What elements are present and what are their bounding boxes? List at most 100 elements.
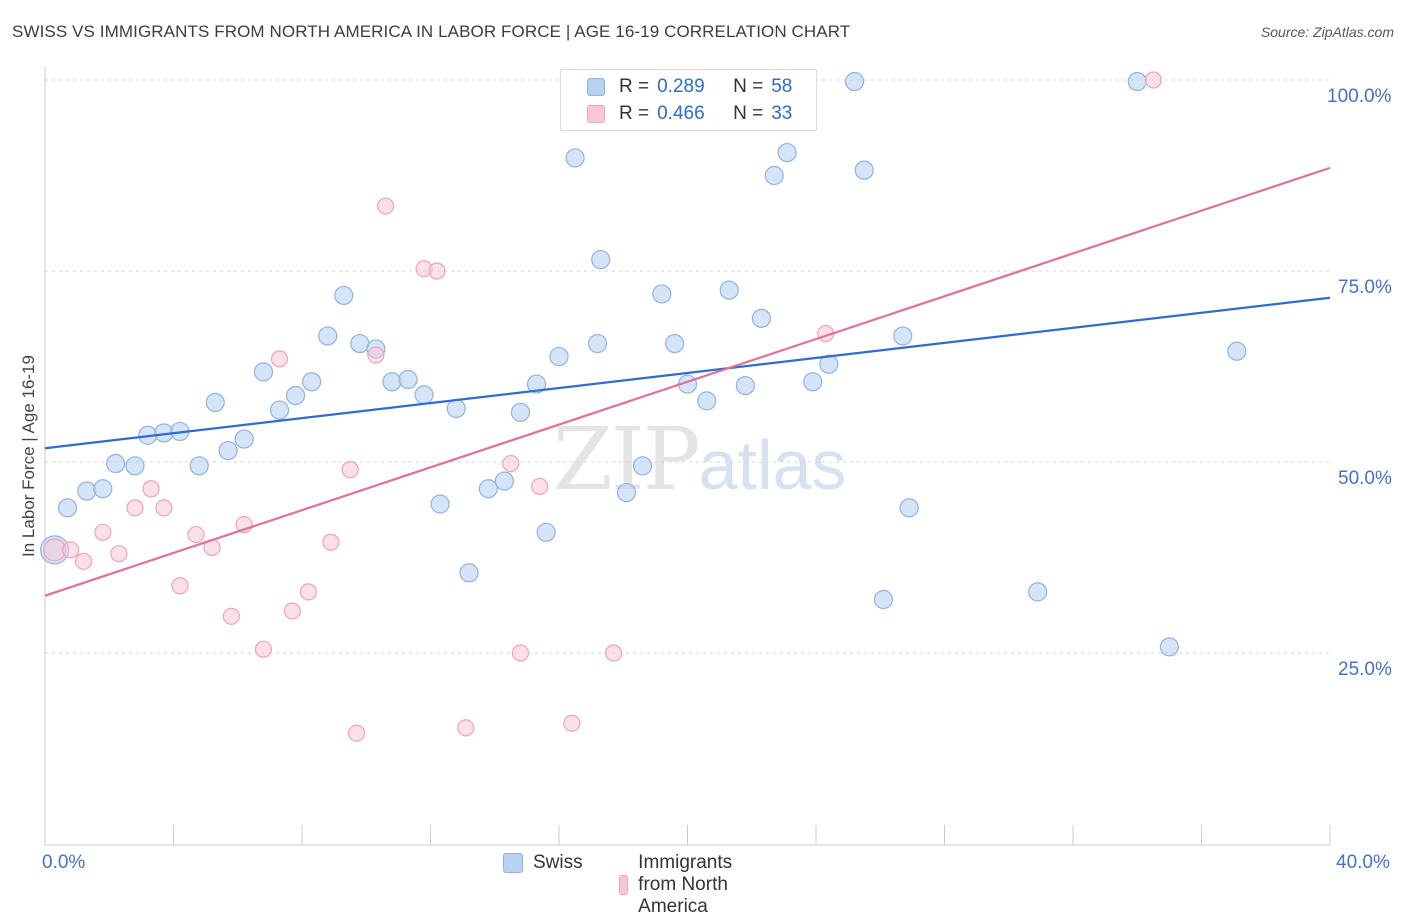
swiss-point: [302, 372, 322, 392]
immigrants-point: [563, 714, 581, 732]
swiss-point: [873, 589, 894, 610]
swiss-point: [106, 453, 126, 474]
immigrants-point: [428, 262, 446, 280]
swiss-point: [587, 333, 608, 354]
swiss-point: [446, 398, 466, 419]
legend-row-immigrants: R = 0.466 N = 33: [587, 102, 792, 126]
swiss-point: [1028, 582, 1048, 602]
immigrants-point: [270, 350, 289, 368]
swiss-point: [735, 376, 755, 396]
swiss-swatch: [587, 78, 605, 96]
immigrants-r-label: R =: [619, 103, 650, 124]
swiss-point: [751, 308, 771, 328]
swiss-point: [536, 522, 556, 542]
immigrants-point: [376, 197, 395, 215]
immigrants-point: [94, 523, 112, 541]
swiss-point: [1127, 71, 1147, 92]
swiss-point: [697, 391, 717, 411]
swiss-point: [234, 429, 254, 449]
immigrants-point: [254, 640, 273, 658]
legend-swiss-swatch: [503, 853, 523, 873]
immigrants-point: [605, 644, 623, 662]
swiss-point: [854, 160, 874, 180]
immigrants-point: [283, 602, 301, 620]
immigrants-point: [126, 499, 144, 517]
swiss-point: [334, 285, 354, 306]
swiss-point: [57, 498, 78, 518]
swiss-r-value: 0.289: [657, 76, 705, 97]
swiss-point: [269, 400, 290, 420]
immigrants-point: [511, 644, 530, 662]
swiss-point: [719, 280, 739, 300]
y-tick-label-25: 25.0%: [1338, 659, 1392, 680]
swiss-point: [93, 479, 113, 499]
immigrants-point: [531, 477, 549, 496]
swiss-point: [459, 563, 479, 583]
y-tick-label-75: 75.0%: [1338, 277, 1392, 298]
y-axis-title: In Labor Force | Age 16-19: [19, 355, 38, 557]
watermark-atlas: atlas: [698, 426, 847, 504]
swiss-point: [632, 456, 653, 476]
swiss-point: [819, 354, 839, 374]
swiss-point: [652, 284, 672, 304]
swiss-point: [893, 326, 913, 346]
swiss-point: [77, 481, 97, 501]
y-tick-label-50: 50.0%: [1338, 468, 1392, 489]
source-credit: Source: ZipAtlas.com: [1260, 24, 1394, 40]
swiss-n-label: N =: [733, 76, 764, 97]
immigrants-trend-line: [44, 166, 1331, 597]
axes: [44, 67, 1331, 846]
swiss-trend-line: [44, 296, 1331, 450]
scatter-plot: [40, 67, 1331, 846]
swiss-n-value: 58: [771, 76, 793, 97]
legend-item-immigrants[interactable]: Immigrants from North America: [619, 852, 743, 918]
immigrants-point: [171, 577, 189, 595]
swiss-point: [414, 385, 434, 405]
swiss-point: [565, 148, 585, 168]
immigrants-swatch: [587, 105, 605, 123]
legend-immigrants-swatch: [619, 875, 629, 895]
immigrants-point: [457, 719, 475, 737]
y-tick-label-100: 100.0%: [1327, 86, 1392, 107]
legend-item-swiss[interactable]: Swiss: [503, 852, 583, 874]
swiss-point: [218, 440, 238, 461]
immigrants-point: [367, 346, 385, 364]
swiss-point: [526, 374, 547, 394]
swiss-point: [478, 479, 498, 499]
immigrants-point: [222, 607, 240, 625]
immigrants-point: [142, 480, 160, 498]
immigrants-point: [110, 545, 128, 563]
swiss-point: [382, 372, 402, 392]
legend-row-swiss: R = 0.289 N = 58: [587, 75, 792, 99]
immigrants-point: [155, 499, 173, 517]
immigrants-point: [299, 583, 318, 601]
swiss-point: [318, 326, 338, 346]
swiss-point: [253, 362, 274, 382]
swiss-point: [549, 346, 569, 367]
immigrants-point: [74, 552, 93, 570]
swiss-points: [40, 71, 1247, 657]
x-tick-label-max: 40.0%: [1336, 852, 1390, 873]
immigrants-point: [62, 541, 80, 559]
immigrants-point: [1144, 71, 1162, 89]
correlation-legend: R = 0.289 N = 58 R = 0.466 N = 33: [560, 69, 817, 131]
immigrants-point: [187, 525, 205, 544]
immigrants-n-label: N =: [733, 103, 764, 124]
swiss-point: [205, 392, 225, 413]
chart-title: SWISS VS IMMIGRANTS FROM NORTH AMERICA I…: [12, 22, 851, 41]
legend-swiss-label: Swiss: [533, 852, 583, 873]
grid-lines: [45, 79, 1330, 654]
immigrants-point: [502, 454, 520, 473]
swiss-point: [1227, 341, 1247, 361]
swiss-point: [350, 333, 370, 354]
swiss-point: [510, 402, 531, 422]
swiss-point: [777, 142, 797, 163]
immigrants-point: [348, 724, 366, 742]
immigrants-point: [341, 461, 359, 479]
swiss-point: [764, 165, 784, 186]
immigrants-n-value: 33: [771, 103, 793, 124]
x-tick-label-min: 0.0%: [42, 852, 86, 873]
swiss-point: [591, 249, 611, 270]
swiss-point: [125, 456, 145, 476]
swiss-point: [285, 385, 306, 406]
